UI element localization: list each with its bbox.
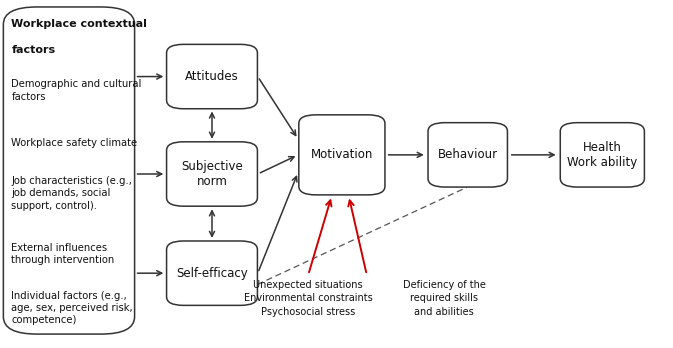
Text: Motivation: Motivation: [311, 148, 373, 161]
Text: Behaviour: Behaviour: [437, 148, 498, 161]
Text: Unexpected situations
Environmental constraints
Psychosocial stress: Unexpected situations Environmental cons…: [244, 280, 373, 317]
Text: Job characteristics (e.g.,
job demands, social
support, control).: Job characteristics (e.g., job demands, …: [11, 176, 133, 211]
FancyBboxPatch shape: [560, 123, 645, 187]
Text: factors: factors: [11, 45, 56, 55]
Text: Demographic and cultural
factors: Demographic and cultural factors: [11, 79, 142, 102]
Text: Workplace safety climate: Workplace safety climate: [11, 138, 137, 148]
Text: Individual factors (e.g.,
age, sex, perceived risk,
competence): Individual factors (e.g., age, sex, perc…: [11, 291, 133, 325]
Text: Self-efficacy: Self-efficacy: [176, 267, 248, 280]
FancyBboxPatch shape: [428, 123, 507, 187]
Text: Subjective
norm: Subjective norm: [181, 160, 243, 188]
Text: External influences
through intervention: External influences through intervention: [11, 243, 114, 265]
FancyBboxPatch shape: [166, 142, 257, 206]
Text: Workplace contextual: Workplace contextual: [11, 19, 147, 29]
Text: Health
Work ability: Health Work ability: [567, 141, 637, 169]
Text: Deficiency of the
required skills
and abilities: Deficiency of the required skills and ab…: [402, 280, 486, 317]
FancyBboxPatch shape: [166, 241, 257, 306]
FancyBboxPatch shape: [3, 7, 135, 334]
FancyBboxPatch shape: [299, 115, 385, 195]
FancyBboxPatch shape: [166, 45, 257, 109]
Text: Attitudes: Attitudes: [185, 70, 239, 83]
